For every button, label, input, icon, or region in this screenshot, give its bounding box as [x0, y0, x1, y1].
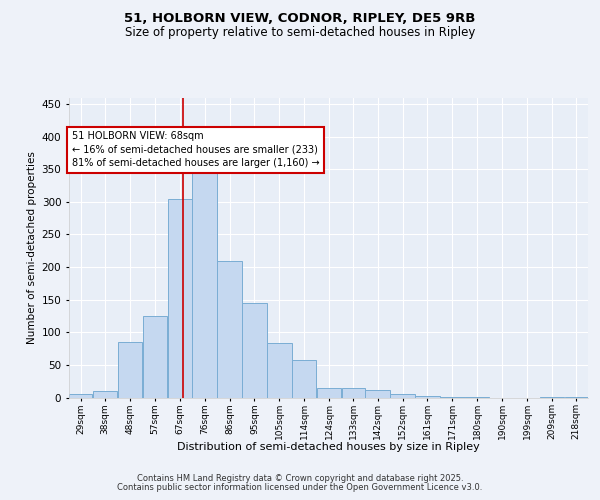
Y-axis label: Number of semi-detached properties: Number of semi-detached properties — [28, 151, 37, 344]
Bar — [465, 397, 490, 398]
Bar — [391, 394, 415, 398]
Bar — [69, 394, 92, 398]
Bar — [193, 169, 217, 398]
Text: Contains HM Land Registry data © Crown copyright and database right 2025.: Contains HM Land Registry data © Crown c… — [137, 474, 463, 483]
Bar — [365, 390, 390, 398]
Text: Contains public sector information licensed under the Open Government Licence v3: Contains public sector information licen… — [118, 484, 482, 492]
Bar — [118, 342, 142, 398]
Text: 51 HOLBORN VIEW: 68sqm
← 16% of semi-detached houses are smaller (233)
81% of se: 51 HOLBORN VIEW: 68sqm ← 16% of semi-det… — [71, 132, 319, 168]
Bar — [292, 360, 316, 398]
Text: Size of property relative to semi-detached houses in Ripley: Size of property relative to semi-detach… — [125, 26, 475, 39]
Bar — [93, 391, 117, 398]
Bar — [317, 388, 341, 398]
Bar — [242, 303, 266, 398]
Bar — [540, 397, 564, 398]
Bar — [415, 396, 440, 398]
Text: Distribution of semi-detached houses by size in Ripley: Distribution of semi-detached houses by … — [178, 442, 480, 452]
Bar — [342, 388, 365, 398]
Bar — [565, 397, 588, 398]
Bar — [167, 198, 192, 398]
Bar — [143, 316, 167, 398]
Bar — [267, 344, 292, 398]
Bar — [217, 260, 242, 398]
Text: 51, HOLBORN VIEW, CODNOR, RIPLEY, DE5 9RB: 51, HOLBORN VIEW, CODNOR, RIPLEY, DE5 9R… — [124, 12, 476, 26]
Bar — [440, 397, 464, 398]
